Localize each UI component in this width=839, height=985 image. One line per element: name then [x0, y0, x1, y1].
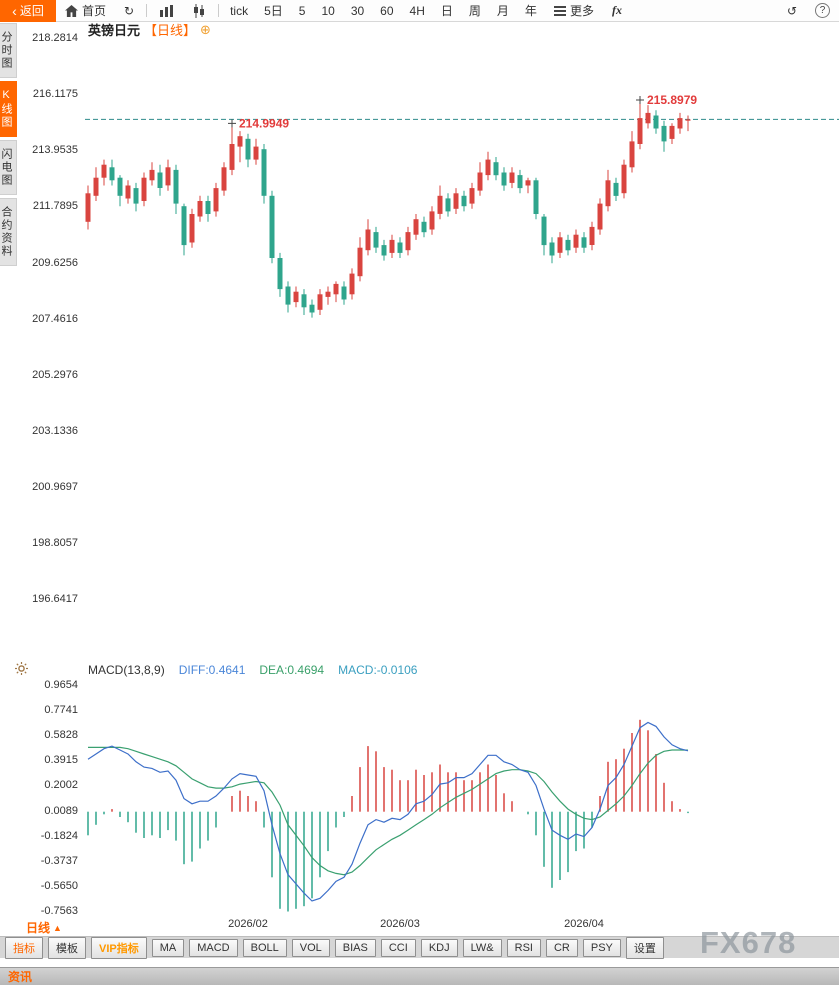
macd-axis-label: 0.0089 — [44, 805, 78, 817]
candle-chart-button[interactable] — [183, 0, 215, 22]
tab-bias[interactable]: BIAS — [334, 938, 376, 957]
period-year[interactable]: 年 — [524, 4, 537, 18]
macd-axis-label: 0.7741 — [44, 704, 78, 716]
tab-lw[interactable]: LW& — [462, 938, 502, 957]
macd-axis-label: 0.3915 — [44, 754, 78, 766]
more-button[interactable]: 更多 — [545, 0, 603, 22]
fx678-watermark: FX678 — [700, 925, 797, 960]
tab-templates[interactable]: 模板 — [48, 936, 86, 959]
macd-axis-label: -0.1824 — [40, 830, 78, 842]
help-icon: ? — [815, 3, 830, 18]
home-label: 首页 — [82, 4, 107, 18]
period-30m[interactable]: 30 — [350, 3, 365, 18]
toolbar-divider — [146, 4, 148, 17]
period-month[interactable]: 月 — [496, 4, 509, 18]
back-label: 返回 — [19, 4, 44, 18]
rail-item-flash[interactable]: 闪电图 — [0, 140, 17, 195]
refresh-icon: ↻ — [124, 3, 135, 18]
triangle-up-icon: ▲ — [53, 922, 62, 933]
home-button[interactable]: 首页 — [56, 0, 115, 22]
x-axis-label: 2026/03 — [380, 918, 420, 930]
tab-settings[interactable]: 设置 — [625, 936, 664, 959]
tab-kdj[interactable]: KDJ — [420, 938, 458, 957]
period-tick[interactable]: tick — [230, 3, 249, 18]
tab-cci[interactable]: CCI — [380, 938, 416, 957]
bar-chart-button[interactable] — [150, 0, 183, 22]
x-axis-label: 2026/02 — [228, 918, 268, 930]
x-axis-label: 2026/04 — [564, 918, 604, 930]
more-label: 更多 — [569, 4, 594, 18]
help-button[interactable]: ? — [806, 0, 839, 22]
tab-rsi[interactable]: RSI — [506, 938, 541, 957]
price-chart[interactable]: 214.9949 215.8979 — [85, 30, 839, 626]
chart-title: 英镑日元 【日线】 ⊕ — [88, 20, 211, 39]
period-day[interactable]: 日 — [440, 4, 453, 18]
x-axis: 2026/02 2026/03 2026/04 — [0, 918, 839, 932]
price-axis-label: 203.1336 — [32, 425, 78, 437]
period-5m[interactable]: 5 — [298, 3, 306, 18]
price-axis-label: 200.9697 — [32, 481, 78, 493]
price-axis-label: 207.4616 — [32, 313, 78, 325]
svg-text:215.8979: 215.8979 — [647, 93, 697, 107]
chart-type-rail: 分时图 K线图 闪电图 合约资料 — [0, 23, 17, 266]
period-tab-label: 日线 — [26, 921, 51, 935]
period-4h[interactable]: 4H — [409, 3, 425, 18]
status-bar: 资讯 — [0, 967, 839, 985]
tab-vol[interactable]: VOL — [291, 938, 330, 957]
indicator-tabbar: 指标 模板 VIP指标 MA MACD BOLL VOL BIAS CCI KD… — [0, 936, 839, 959]
menu-icon — [553, 5, 566, 16]
period-tab-daily[interactable]: 日线 ▲ — [26, 919, 62, 936]
add-circle-icon[interactable]: ⊕ — [200, 21, 211, 37]
svg-text:214.9949: 214.9949 — [239, 116, 289, 130]
candle-chart-icon — [192, 3, 206, 18]
back-button[interactable]: ‹ 返回 — [0, 0, 56, 22]
macd-axis-label: -0.3737 — [40, 855, 78, 867]
tab-boll[interactable]: BOLL — [242, 938, 287, 957]
period-10m[interactable]: 10 — [321, 3, 335, 18]
tab-ma[interactable]: MA — [151, 938, 185, 957]
rail-item-timeline[interactable]: 分时图 — [0, 23, 17, 78]
symbol-period: 【日线】 — [144, 23, 197, 38]
bar-chart-icon — [159, 4, 174, 17]
rail-item-kline[interactable]: K线图 — [0, 81, 17, 137]
period-week[interactable]: 周 — [468, 4, 481, 18]
undo-button[interactable]: ↺ — [778, 0, 806, 22]
macd-params: MACD(13,8,9) — [88, 663, 165, 677]
macd-axis-label: 0.5828 — [44, 729, 78, 741]
macd-axis-label: 0.9654 — [44, 679, 78, 691]
toolbar-divider — [218, 4, 220, 17]
home-icon — [65, 4, 78, 17]
indicator-settings-icon[interactable] — [15, 662, 28, 680]
macd-axis-label: -0.5650 — [40, 880, 78, 892]
tab-macd[interactable]: MACD — [189, 938, 238, 957]
news-button[interactable]: 资讯 — [8, 970, 33, 984]
tab-psy[interactable]: PSY — [582, 938, 621, 957]
macd-chart[interactable] — [85, 680, 839, 915]
macd-axis-label: -0.7563 — [40, 905, 78, 917]
macd-dea-value: DEA:0.4694 — [259, 663, 325, 677]
symbol-name: 英镑日元 — [88, 23, 141, 38]
rail-item-contract-info[interactable]: 合约资料 — [0, 198, 17, 266]
price-axis-label: 198.8057 — [32, 537, 78, 549]
macd-axis-label: 0.2002 — [44, 779, 78, 791]
price-axis-label: 205.2976 — [32, 369, 78, 381]
tab-vip-indicators[interactable]: VIP指标 — [91, 936, 147, 959]
refresh-button[interactable]: ↻ — [115, 0, 143, 22]
macd-diff-value: DIFF:0.4641 — [178, 663, 246, 677]
tab-indicators[interactable]: 指标 — [5, 936, 43, 959]
period-60m[interactable]: 60 — [380, 3, 394, 18]
top-toolbar: ‹ 返回 首页 ↻ tick 5日 5 10 30 60 4 — [0, 0, 839, 22]
macd-hist-value: MACD:-0.0106 — [338, 663, 418, 677]
toolbar-right-group: ↺ ? — [778, 0, 839, 22]
macd-header: MACD(13,8,9) DIFF:0.4641 DEA:0.4694 MACD… — [88, 663, 417, 677]
back-arrow-icon: ‹ — [12, 2, 17, 19]
formula-button[interactable]: fx — [611, 3, 622, 17]
price-axis-label: 196.6417 — [32, 593, 78, 605]
undo-icon: ↺ — [786, 3, 797, 18]
period-5d[interactable]: 5日 — [264, 4, 283, 18]
tab-cr[interactable]: CR — [545, 938, 578, 957]
